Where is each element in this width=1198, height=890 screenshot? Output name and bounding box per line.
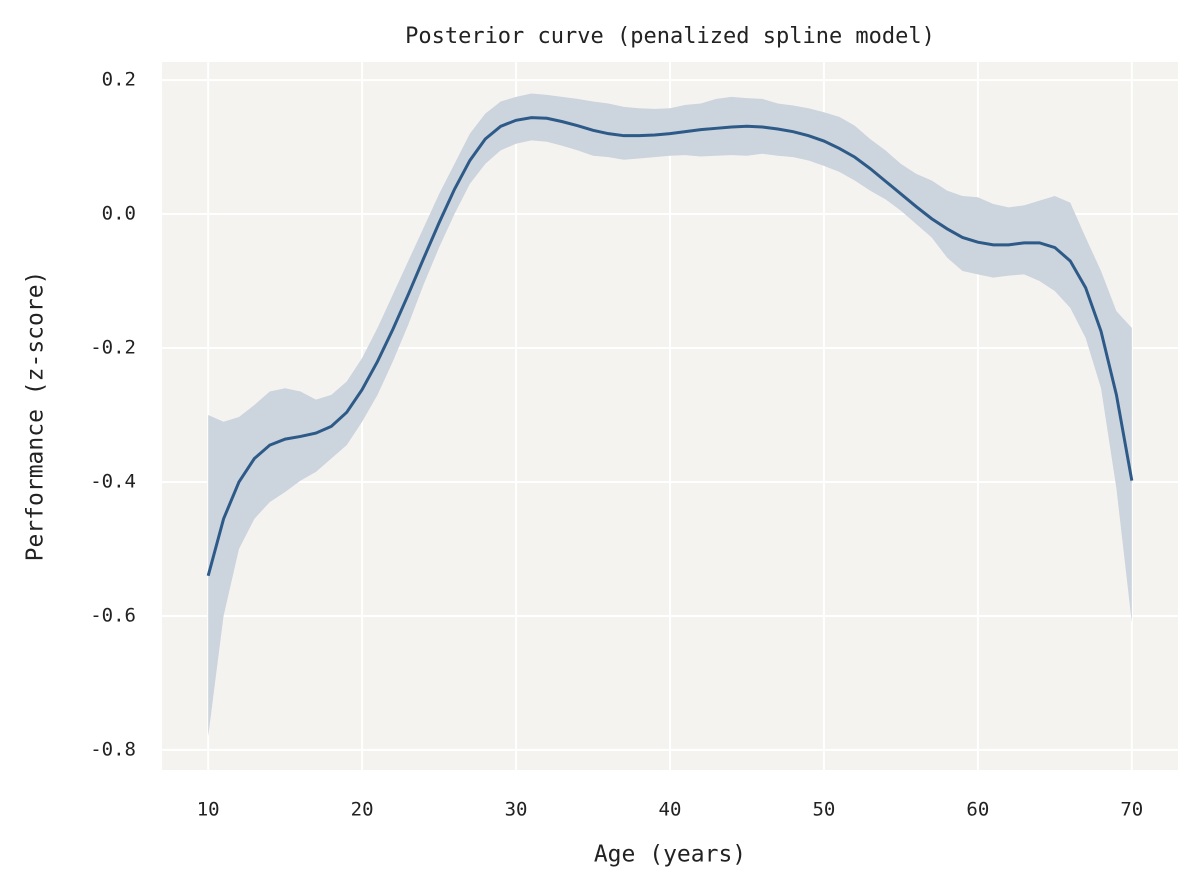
y-tick-label: -0.4 bbox=[90, 470, 136, 492]
x-tick-label: 10 bbox=[197, 799, 220, 821]
y-tick-label: -0.8 bbox=[90, 738, 136, 760]
y-tick-label: 0.0 bbox=[102, 203, 136, 225]
mean-line bbox=[206, 116, 1134, 577]
chart-title: Posterior curve (penalized spline model) bbox=[405, 24, 935, 49]
x-axis-label: Age (years) bbox=[594, 842, 746, 868]
x-tick-label: 30 bbox=[505, 799, 528, 821]
x-tick-label: 20 bbox=[351, 799, 374, 821]
x-tick-label: 50 bbox=[812, 799, 835, 821]
x-tick-label: 70 bbox=[1120, 799, 1143, 821]
y-tick-label: -0.6 bbox=[90, 604, 136, 626]
x-tick-label: 40 bbox=[659, 799, 682, 821]
y-tick-label: 0.2 bbox=[102, 69, 136, 91]
x-tick-label: 60 bbox=[966, 799, 989, 821]
y-tick-label: -0.2 bbox=[90, 337, 136, 359]
y-axis-label: Performance (z-score) bbox=[23, 271, 49, 562]
